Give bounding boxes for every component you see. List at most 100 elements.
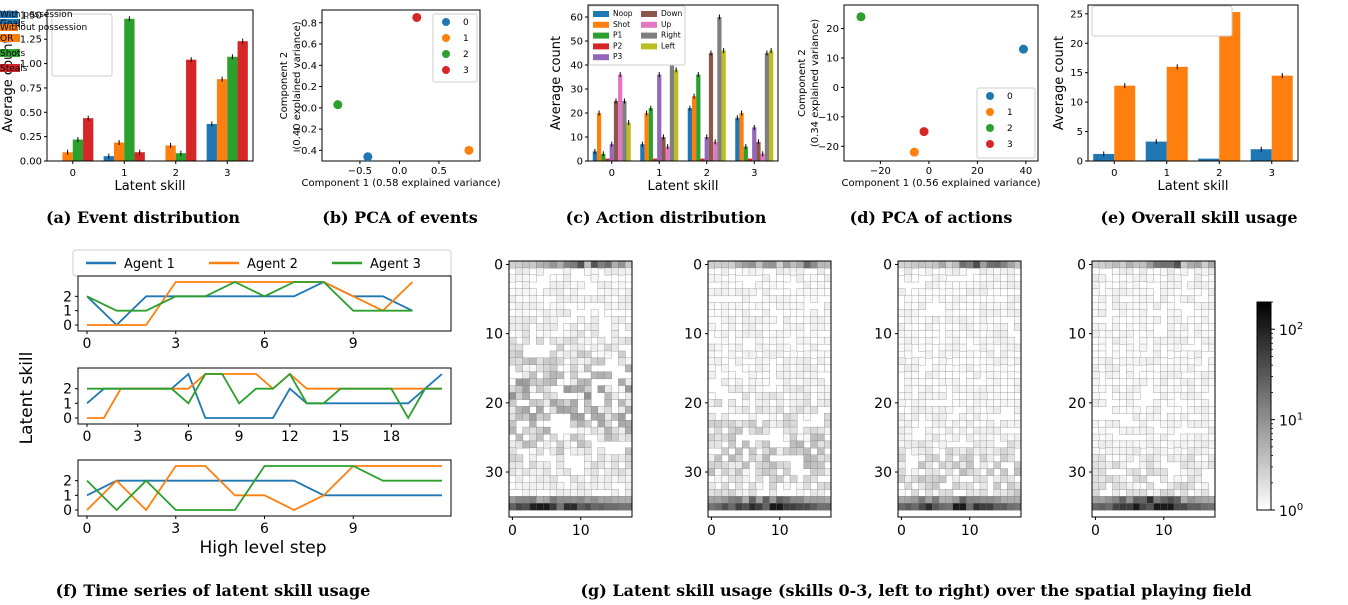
heatmap-cell <box>1160 260 1168 269</box>
x-tick-label: 18 <box>382 429 400 445</box>
heatmap-cell <box>824 288 832 297</box>
heatmap-cell <box>618 419 626 428</box>
heatmap-cell <box>556 302 565 310</box>
heatmap-cell <box>1112 447 1120 456</box>
heatmap-cell <box>986 281 995 290</box>
heatmap-cell <box>1153 433 1161 442</box>
heatmap-cell <box>1139 413 1148 421</box>
heatmap-cell <box>515 433 524 442</box>
heatmap-cell <box>577 316 585 324</box>
heatmap-cell <box>604 419 612 428</box>
heatmap-cell <box>515 267 524 276</box>
heatmap-cell <box>748 371 757 380</box>
heatmap-cell <box>1208 295 1216 303</box>
heatmap-cell <box>810 503 818 511</box>
heatmap-cell <box>748 350 757 359</box>
bar-with-possession <box>1093 153 1115 161</box>
heatmap-cell <box>932 503 940 511</box>
y-tick-label: 20 <box>570 109 583 120</box>
axes-frame <box>843 4 1039 162</box>
heatmap-cell <box>584 336 592 345</box>
heatmap-cell <box>515 316 524 324</box>
heatmap-cell <box>707 496 716 504</box>
heatmap-cell <box>1187 482 1195 490</box>
heatmap-cell <box>570 330 578 338</box>
heatmap-cell <box>817 316 825 324</box>
heatmap-cell <box>966 482 974 490</box>
heatmap-cell <box>911 399 919 407</box>
heatmap-cell <box>993 316 1001 324</box>
heatmap-cell <box>789 399 798 407</box>
heatmap-cell <box>508 274 517 283</box>
heatmap-cell <box>789 302 798 310</box>
colorbar-tick-label: 102 <box>1279 321 1303 339</box>
heatmap-cell <box>789 267 798 276</box>
heatmap-cell <box>993 482 1001 490</box>
x-tick-label: 0 <box>508 523 517 539</box>
caption-a: (a) Event distribution <box>46 208 240 227</box>
heatmap-cell <box>570 336 578 345</box>
heatmap-cell <box>993 378 1001 386</box>
heatmap-cell <box>1112 496 1120 504</box>
y-tick-label: 10 <box>485 327 503 343</box>
heatmap-cell <box>714 350 723 359</box>
heatmap-cell <box>1119 454 1127 463</box>
heatmap-cell <box>1146 461 1154 470</box>
heatmap-cell <box>1167 399 1175 407</box>
heatmap-cell <box>1187 378 1195 386</box>
heatmap-cell <box>549 323 558 331</box>
heatmap-cell <box>1091 302 1100 310</box>
heatmap-cell <box>979 385 988 393</box>
heatmap-cell <box>1167 316 1175 324</box>
heatmap-cell <box>1201 330 1209 338</box>
heatmap-cell <box>911 336 919 345</box>
heatmap-cell <box>529 364 537 373</box>
heatmap-cell <box>584 468 592 476</box>
heatmap-cell <box>925 336 933 345</box>
heatmap-cell <box>570 433 578 442</box>
heatmap-cell <box>938 267 947 276</box>
heatmap-cell <box>783 447 791 456</box>
heatmap-cell <box>1180 489 1189 497</box>
heatmap-cell <box>611 330 619 338</box>
heatmap-cell <box>1119 288 1127 297</box>
heatmap-cell <box>904 433 913 442</box>
heatmap-cell <box>911 260 919 269</box>
x-tick-label: 9 <box>349 521 358 537</box>
heatmap-cell <box>1153 385 1161 393</box>
heatmap-cell <box>776 475 784 483</box>
heatmap-cell <box>748 489 757 497</box>
heatmap-cell <box>1160 371 1168 380</box>
heatmap-cell <box>986 496 995 504</box>
heatmap-cell <box>1167 330 1175 338</box>
heatmap-cell <box>932 336 940 345</box>
heatmap-cell <box>742 302 750 310</box>
heatmap-cell <box>979 288 988 297</box>
heatmap-cell <box>1208 302 1216 310</box>
heatmap-cell <box>817 267 825 276</box>
heatmap-cell <box>911 440 919 449</box>
heatmap-cell <box>803 433 811 442</box>
heatmap-cell <box>742 419 750 428</box>
heatmap-cell <box>748 419 757 428</box>
heatmap-cell <box>1000 260 1008 269</box>
heatmap-cell <box>897 440 906 449</box>
heatmap-cell <box>570 503 578 511</box>
colorbar-tick-label: 101 <box>1279 412 1303 430</box>
x-tick-label: 0 <box>1111 168 1117 179</box>
heatmap-cell <box>945 461 954 470</box>
bar-p3 <box>657 74 662 161</box>
heatmap-cell <box>789 433 798 442</box>
heatmap-cell <box>707 399 716 407</box>
y-tick-label: 10 <box>874 327 892 343</box>
heatmap-cell <box>508 447 517 456</box>
heatmap-cell <box>789 260 798 269</box>
heatmap-cell <box>1105 260 1113 269</box>
heatmap-cell <box>529 274 537 283</box>
heatmap-cell <box>803 371 811 380</box>
y-axis-label: Average count <box>1052 36 1067 130</box>
heatmap-cell <box>515 468 524 476</box>
heatmap-cell <box>959 399 967 407</box>
heatmap-cell <box>721 413 729 421</box>
heatmap-cell <box>810 260 818 269</box>
